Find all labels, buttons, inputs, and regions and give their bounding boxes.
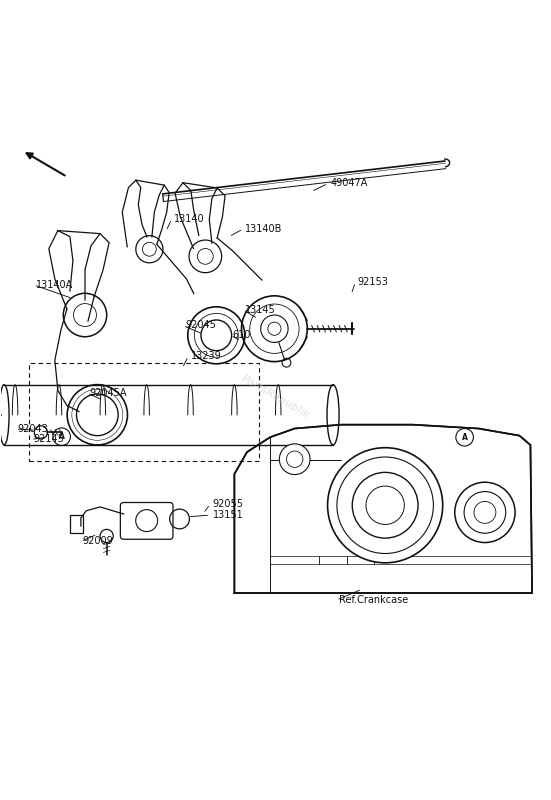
Circle shape [279, 444, 310, 474]
Text: PartsRepublik: PartsRepublik [240, 374, 311, 421]
Text: 13140A: 13140A [36, 280, 73, 290]
Text: Ref.Crankcase: Ref.Crankcase [338, 595, 408, 605]
Text: 92043: 92043 [18, 424, 48, 434]
Circle shape [328, 448, 442, 563]
Circle shape [456, 429, 473, 446]
Text: 49047A: 49047A [330, 178, 368, 189]
Text: 13151: 13151 [213, 510, 243, 520]
Text: 610: 610 [233, 330, 251, 340]
Bar [29, 362, 259, 462]
Text: A: A [59, 432, 64, 442]
Text: 13140: 13140 [174, 214, 205, 224]
Text: 92055: 92055 [213, 499, 244, 509]
Text: A: A [462, 433, 468, 442]
Circle shape [455, 482, 515, 542]
Bar [70, 515, 83, 533]
Text: 92145: 92145 [33, 434, 64, 445]
Polygon shape [234, 425, 532, 593]
Text: 92045A: 92045A [89, 388, 127, 398]
Text: 92045: 92045 [185, 321, 216, 330]
Text: 92009: 92009 [83, 537, 114, 546]
Text: 13239: 13239 [191, 351, 222, 361]
Text: 92153: 92153 [358, 277, 388, 287]
Text: 13140B: 13140B [245, 224, 283, 234]
Text: 13145: 13145 [245, 305, 276, 314]
